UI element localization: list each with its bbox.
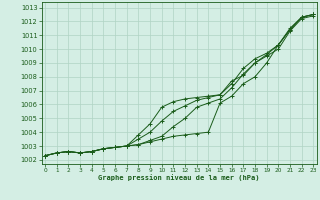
- X-axis label: Graphe pression niveau de la mer (hPa): Graphe pression niveau de la mer (hPa): [99, 175, 260, 181]
